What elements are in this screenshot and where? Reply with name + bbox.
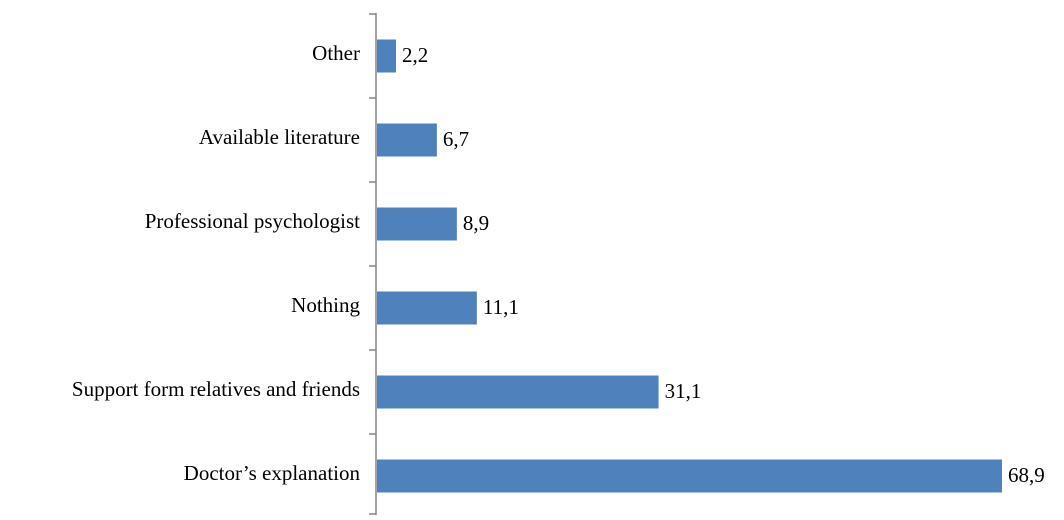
category-label: Available literature — [199, 125, 360, 149]
data-label: 2,2 — [402, 43, 428, 67]
bar — [377, 39, 396, 73]
data-label: 6,7 — [443, 127, 469, 151]
data-label: 31,1 — [665, 379, 702, 403]
data-label: 68,9 — [1008, 463, 1045, 487]
bar — [377, 123, 437, 157]
data-label: 11,1 — [483, 295, 519, 319]
bar — [377, 291, 477, 325]
category-label: Other — [312, 41, 360, 65]
data-label: 8,9 — [463, 211, 489, 235]
bar — [377, 459, 1002, 493]
bar — [377, 375, 659, 409]
bar — [377, 207, 457, 241]
category-label: Support form relatives and friends — [72, 377, 360, 401]
category-label: Professional psychologist — [145, 209, 360, 233]
category-label: Doctor’s explanation — [184, 461, 361, 485]
category-label: Nothing — [291, 293, 360, 317]
